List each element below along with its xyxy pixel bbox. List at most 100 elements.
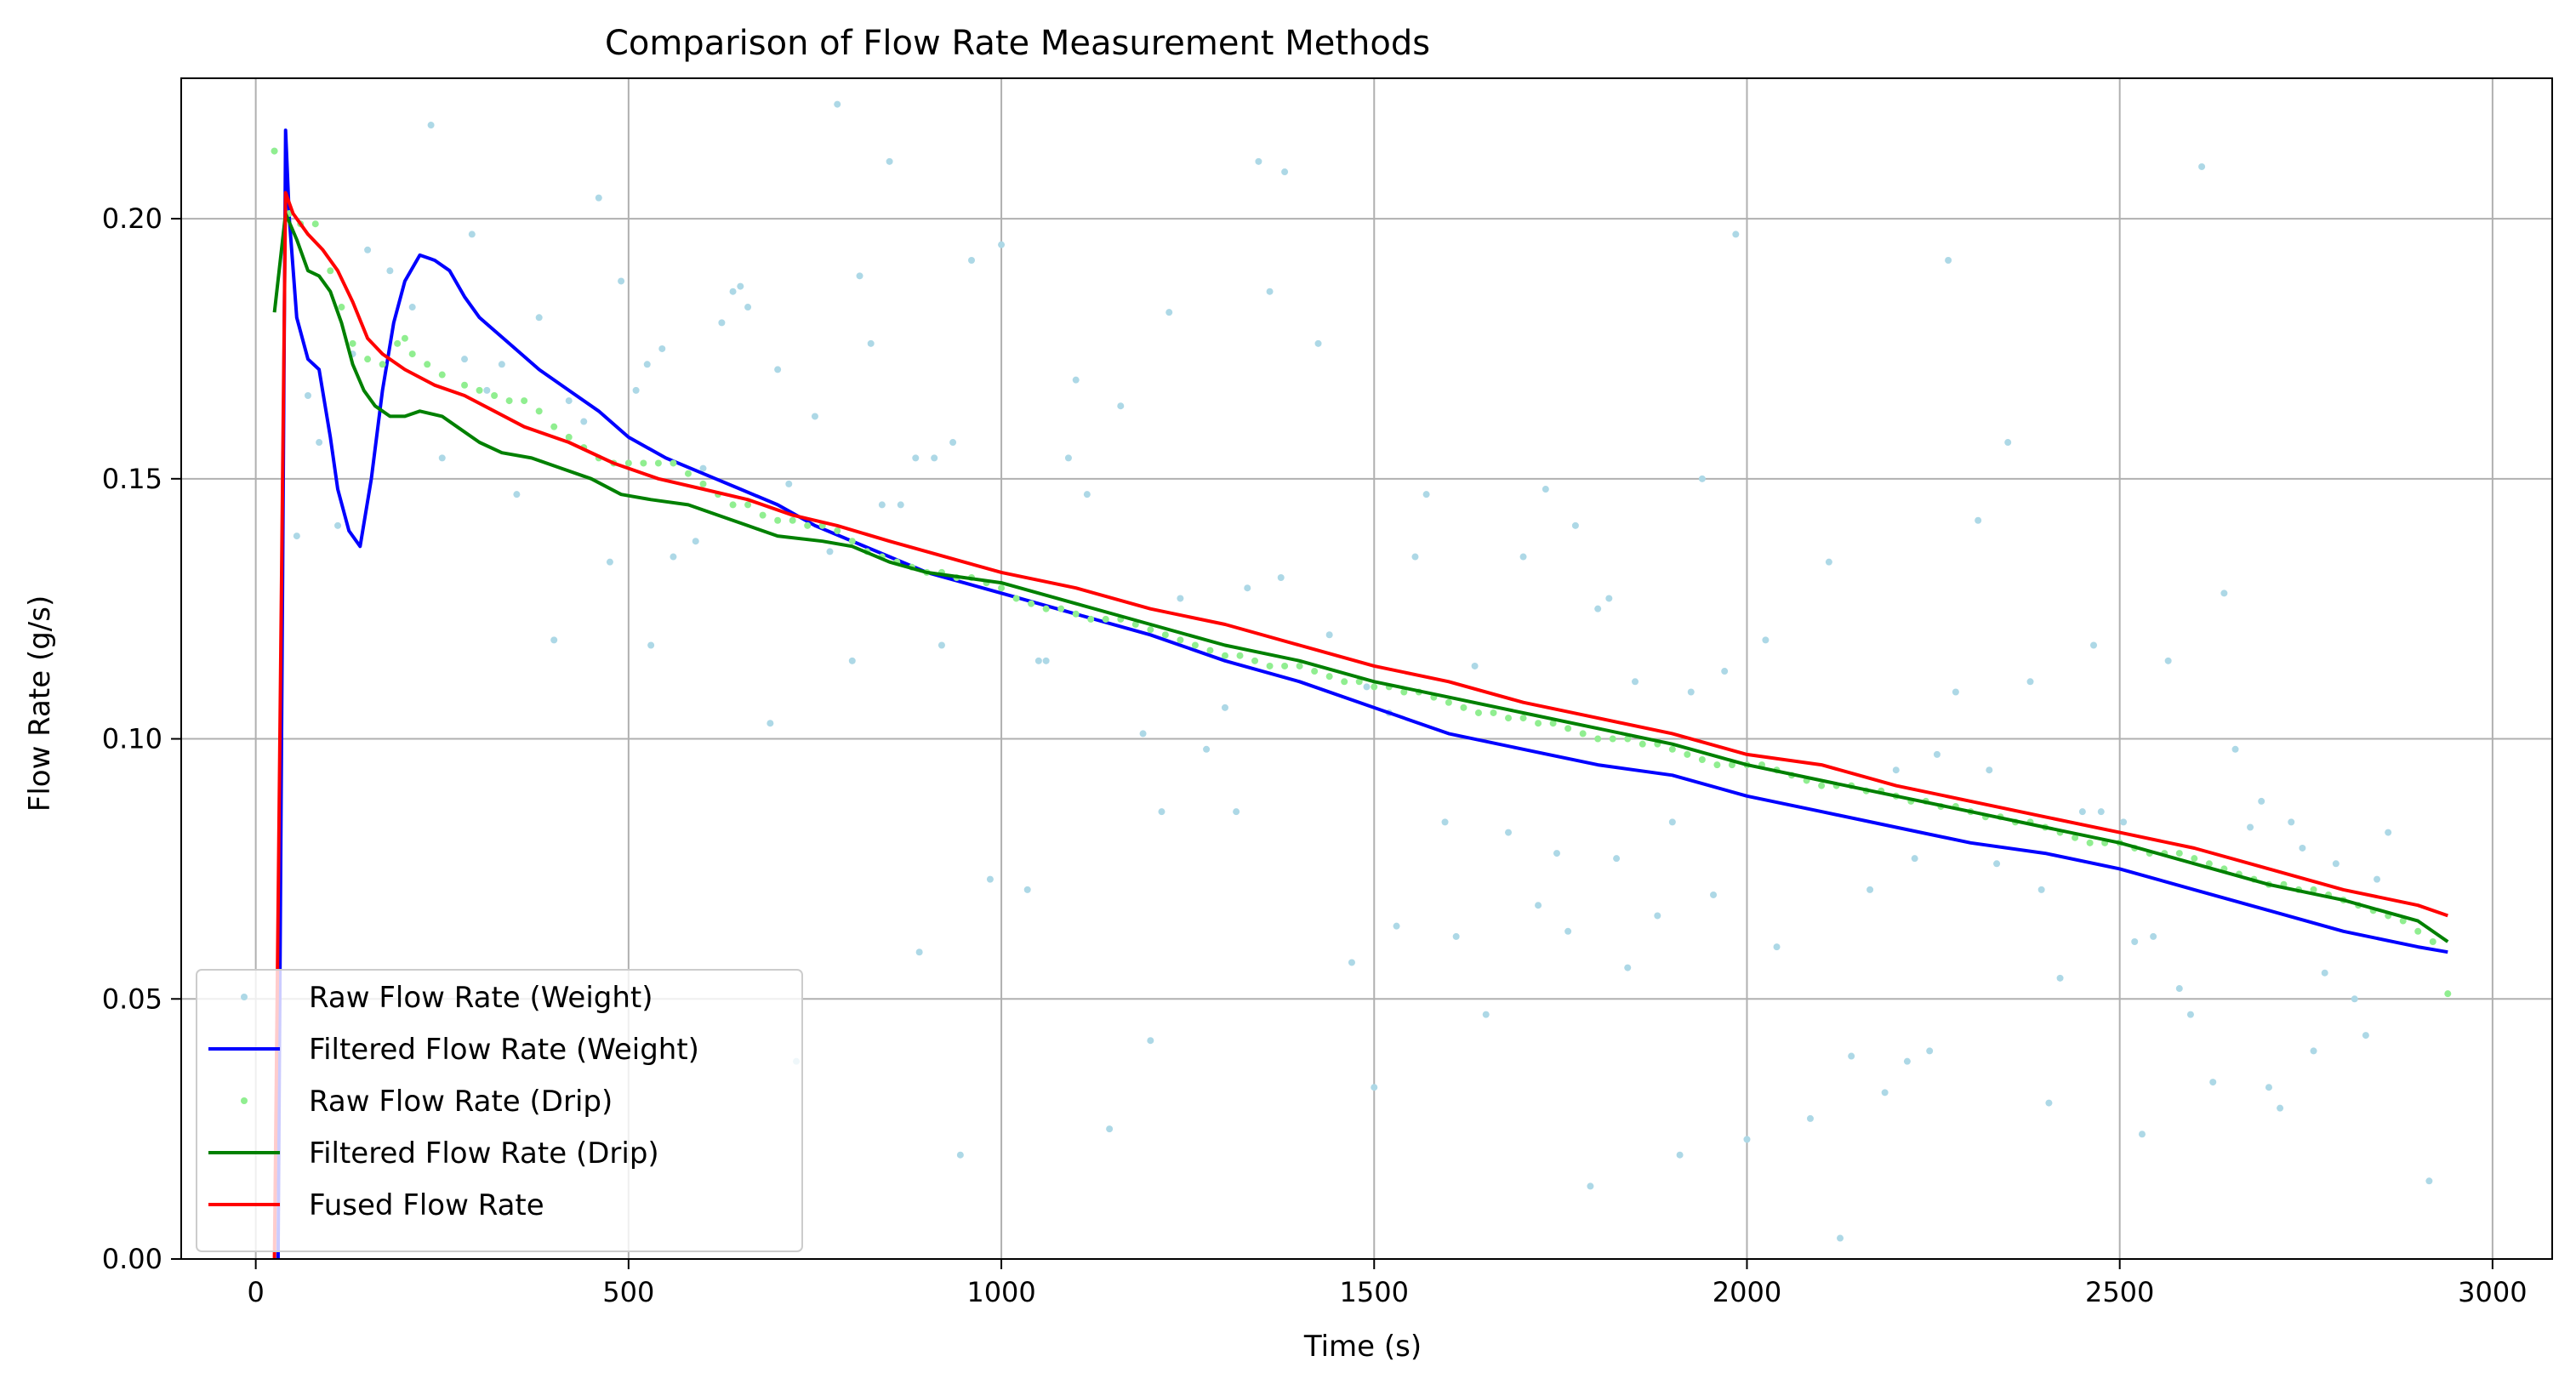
data-point <box>1177 636 1184 644</box>
data-point <box>744 501 752 509</box>
data-point <box>1255 157 1262 165</box>
data-point <box>2072 834 2079 841</box>
data-point <box>1034 657 1042 664</box>
y-tick-label: 0.00 <box>102 1243 162 1275</box>
data-point <box>1251 657 1259 664</box>
data-point <box>1393 922 1400 930</box>
data-point <box>316 439 323 447</box>
data-point <box>1028 600 1035 607</box>
data-point <box>718 319 726 327</box>
data-point <box>2258 797 2265 805</box>
data-point <box>1057 605 1065 612</box>
data-point <box>595 194 602 202</box>
data-point <box>1728 761 1735 769</box>
data-point <box>1866 886 1874 893</box>
data-point <box>1564 927 1572 935</box>
data-point <box>311 220 319 228</box>
y-tick-label: 0.20 <box>102 202 162 235</box>
data-point <box>424 361 431 368</box>
data-point <box>968 257 975 265</box>
legend-label: Raw Flow Rate (Weight) <box>309 981 653 1015</box>
data-point <box>2090 641 2098 649</box>
data-point <box>1881 1089 1889 1097</box>
data-point <box>1158 808 1165 816</box>
data-point <box>293 533 300 540</box>
data-point <box>468 231 476 238</box>
data-point <box>1684 750 1691 758</box>
data-point <box>1266 288 1274 295</box>
data-point <box>379 361 386 368</box>
data-point <box>1579 730 1587 738</box>
data-point <box>774 516 782 524</box>
data-point <box>1233 808 1240 816</box>
data-point <box>364 246 372 254</box>
data-point <box>897 501 904 509</box>
data-point <box>737 282 744 290</box>
data-point <box>386 267 394 275</box>
data-point <box>1713 761 1721 769</box>
legend-marker <box>241 994 248 1000</box>
data-point <box>1325 631 1333 639</box>
data-point <box>956 1151 964 1159</box>
data-point <box>1903 1057 1911 1065</box>
data-point <box>2164 657 2172 664</box>
series-line <box>272 191 2448 1259</box>
data-point <box>1542 486 1549 493</box>
series-filtered-flow-rate-drip <box>272 212 2449 943</box>
data-point <box>856 272 863 280</box>
data-point <box>1668 745 1676 753</box>
data-point <box>1553 850 1560 857</box>
data-point <box>785 480 793 487</box>
data-point <box>2045 1099 2053 1107</box>
data-point <box>1505 829 1513 836</box>
data-point <box>2086 839 2094 846</box>
legend-label: Raw Flow Rate (Drip) <box>309 1085 613 1119</box>
data-point <box>826 548 834 555</box>
data-point <box>670 553 677 561</box>
data-point <box>2374 875 2381 883</box>
data-point <box>1147 1037 1154 1045</box>
data-point <box>1445 698 1452 706</box>
data-point <box>1571 521 1579 529</box>
data-point <box>647 641 655 649</box>
data-point <box>1165 309 1173 316</box>
data-point <box>1926 1047 1934 1055</box>
data-point <box>1587 1182 1594 1190</box>
data-point <box>2026 678 2034 686</box>
data-point <box>438 454 446 462</box>
data-point <box>1072 610 1080 618</box>
data-point <box>1452 932 1460 940</box>
data-point <box>2310 886 2317 893</box>
data-point <box>1933 750 1941 758</box>
data-point <box>2120 818 2128 826</box>
data-point <box>1721 668 1729 675</box>
data-point <box>364 356 372 363</box>
data-point <box>2277 1104 2284 1112</box>
data-point <box>1400 688 1408 696</box>
legend-item: Filtered Flow Rate (Weight) <box>208 1033 699 1067</box>
data-point <box>1638 740 1646 748</box>
data-point <box>1535 902 1542 909</box>
data-point <box>1296 662 1303 669</box>
data-point <box>834 527 841 534</box>
data-point <box>2186 1011 2194 1018</box>
data-point <box>1945 257 1952 265</box>
data-point <box>461 356 469 363</box>
data-point <box>2097 808 2105 816</box>
data-point <box>1519 715 1527 722</box>
data-point <box>998 584 1006 592</box>
data-point <box>2321 969 2328 977</box>
data-point <box>304 391 311 399</box>
data-point <box>2138 1131 2146 1138</box>
data-point <box>427 122 435 129</box>
data-point <box>640 459 647 467</box>
data-point <box>1131 621 1139 629</box>
data-point <box>2209 1079 2217 1086</box>
data-point <box>513 491 521 498</box>
x-tick-label: 1500 <box>1340 1276 1409 1308</box>
data-point <box>1311 668 1319 675</box>
data-point <box>998 241 1006 248</box>
data-point <box>2220 590 2228 597</box>
x-tick-label: 2000 <box>1713 1276 1781 1308</box>
data-point <box>491 391 499 399</box>
